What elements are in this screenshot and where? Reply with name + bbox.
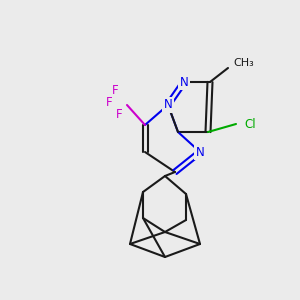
Text: F: F (116, 109, 122, 122)
Text: CH₃: CH₃ (233, 58, 254, 68)
Text: N: N (196, 146, 204, 158)
Text: N: N (164, 98, 172, 112)
Text: Cl: Cl (244, 118, 256, 130)
Text: F: F (106, 97, 112, 110)
Text: F: F (112, 85, 118, 98)
Text: N: N (180, 76, 188, 88)
